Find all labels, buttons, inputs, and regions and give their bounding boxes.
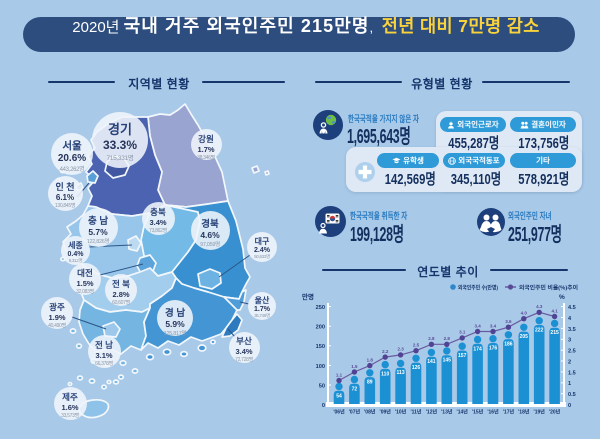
svg-text:215: 215: [550, 330, 559, 336]
svg-text:50: 50: [319, 383, 325, 389]
svg-text:'20년: '20년: [549, 409, 561, 416]
svg-text:'14년: '14년: [457, 409, 469, 416]
svg-text:174: 174: [473, 346, 482, 352]
svg-text:222: 222: [535, 328, 544, 334]
svg-text:2.3: 2.3: [397, 347, 404, 352]
svg-text:205: 205: [520, 334, 529, 340]
svg-text:'13년: '13년: [441, 409, 453, 416]
svg-text:157: 157: [458, 353, 467, 359]
svg-text:2.8: 2.8: [444, 336, 451, 341]
svg-text:1.5: 1.5: [351, 364, 358, 369]
svg-text:2.5: 2.5: [568, 349, 576, 355]
svg-text:0.5: 0.5: [568, 392, 576, 398]
svg-text:%: %: [559, 294, 565, 301]
svg-text:2.5: 2.5: [413, 343, 420, 348]
svg-text:176: 176: [489, 346, 498, 352]
svg-text:3: 3: [568, 338, 571, 344]
svg-text:100: 100: [316, 364, 325, 370]
svg-text:3.1: 3.1: [459, 330, 466, 335]
svg-text:만명: 만명: [302, 292, 314, 301]
svg-text:4.1: 4.1: [551, 308, 558, 313]
svg-text:'17년: '17년: [503, 409, 515, 416]
svg-text:113: 113: [397, 370, 405, 376]
svg-text:1.8: 1.8: [367, 357, 374, 362]
svg-text:186: 186: [504, 342, 513, 348]
svg-text:'09년: '09년: [380, 409, 392, 416]
svg-text:3.5: 3.5: [568, 327, 576, 333]
svg-text:외국인주민 수(만명): 외국인주민 수(만명): [458, 283, 498, 291]
svg-text:'18년: '18년: [518, 409, 530, 416]
svg-text:1.5: 1.5: [568, 370, 576, 376]
svg-text:'12년: '12년: [426, 409, 438, 416]
svg-text:'10년: '10년: [395, 409, 407, 416]
svg-text:89: 89: [367, 380, 373, 386]
svg-text:2.8: 2.8: [428, 336, 435, 341]
svg-text:3.4: 3.4: [490, 323, 497, 328]
svg-text:72: 72: [352, 386, 358, 392]
svg-text:'11년: '11년: [410, 409, 421, 416]
svg-text:'08년: '08년: [364, 409, 376, 416]
svg-text:0: 0: [568, 403, 571, 409]
svg-text:150: 150: [316, 344, 325, 350]
svg-text:4.5: 4.5: [568, 305, 576, 311]
svg-text:126: 126: [412, 365, 421, 371]
svg-text:외국인주민 비율(%)추이: 외국인주민 비율(%)추이: [519, 283, 578, 291]
svg-text:'19년: '19년: [534, 409, 546, 416]
svg-text:3.6: 3.6: [505, 319, 512, 324]
svg-text:1: 1: [568, 381, 571, 387]
svg-text:3.4: 3.4: [474, 323, 481, 328]
svg-text:145: 145: [443, 358, 452, 364]
svg-text:2.2: 2.2: [382, 349, 389, 354]
svg-text:0: 0: [322, 403, 325, 409]
svg-text:'07년: '07년: [349, 409, 361, 416]
svg-text:141: 141: [427, 359, 436, 365]
svg-text:250: 250: [316, 305, 325, 311]
svg-text:2: 2: [568, 359, 571, 365]
svg-text:4.3: 4.3: [536, 304, 543, 309]
svg-text:'16년: '16년: [487, 409, 499, 416]
svg-text:54: 54: [336, 393, 342, 399]
svg-text:'06년: '06년: [333, 409, 345, 416]
svg-text:1.1: 1.1: [336, 372, 343, 377]
svg-text:4: 4: [568, 316, 572, 322]
svg-text:'15년: '15년: [472, 409, 484, 416]
svg-text:200: 200: [316, 325, 325, 331]
svg-text:110: 110: [381, 371, 389, 377]
svg-text:4.0: 4.0: [521, 311, 528, 316]
